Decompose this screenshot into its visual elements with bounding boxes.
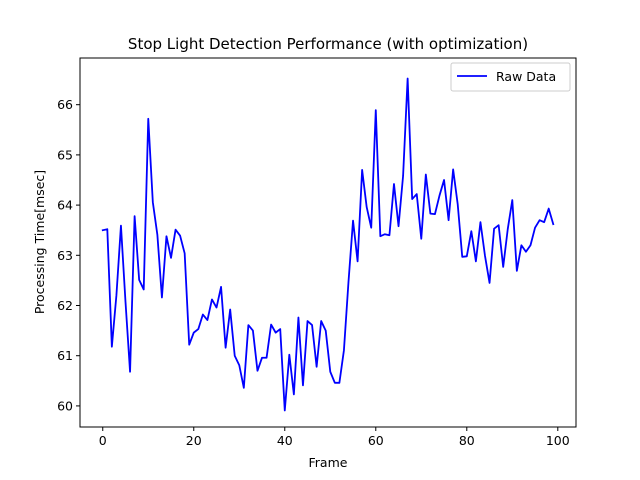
- legend: Raw Data: [450, 62, 571, 92]
- y-tick-label: 62: [57, 298, 73, 313]
- series-line-0: [101, 77, 555, 412]
- x-tick-label: 40: [277, 433, 293, 448]
- plot-area: [79, 57, 577, 428]
- legend-box: [450, 62, 571, 92]
- y-tick-label: 65: [57, 147, 73, 162]
- y-axis-ticks: 60 61 62 63 64 65 66: [57, 97, 80, 413]
- y-tick-label: 64: [57, 198, 73, 213]
- x-tick-label: 80: [459, 433, 475, 448]
- axes-frame: [79, 57, 577, 428]
- y-tick-label: 63: [57, 248, 73, 263]
- x-tick-label: 60: [368, 433, 384, 448]
- legend-label: Raw Data: [496, 69, 556, 84]
- x-tick-label: 100: [546, 433, 570, 448]
- x-tick-label: 0: [99, 433, 107, 448]
- x-axis-label: Frame: [309, 455, 348, 470]
- x-tick-label: 20: [186, 433, 202, 448]
- y-tick-label: 61: [57, 348, 73, 363]
- y-tick-label: 60: [57, 398, 73, 413]
- y-axis-label: Processing Time[msec]: [32, 170, 47, 314]
- chart-title: Stop Light Detection Performance (with o…: [128, 35, 528, 53]
- y-tick-label: 66: [57, 97, 73, 112]
- x-axis-ticks: 0 20 40 60 80 100: [99, 427, 570, 448]
